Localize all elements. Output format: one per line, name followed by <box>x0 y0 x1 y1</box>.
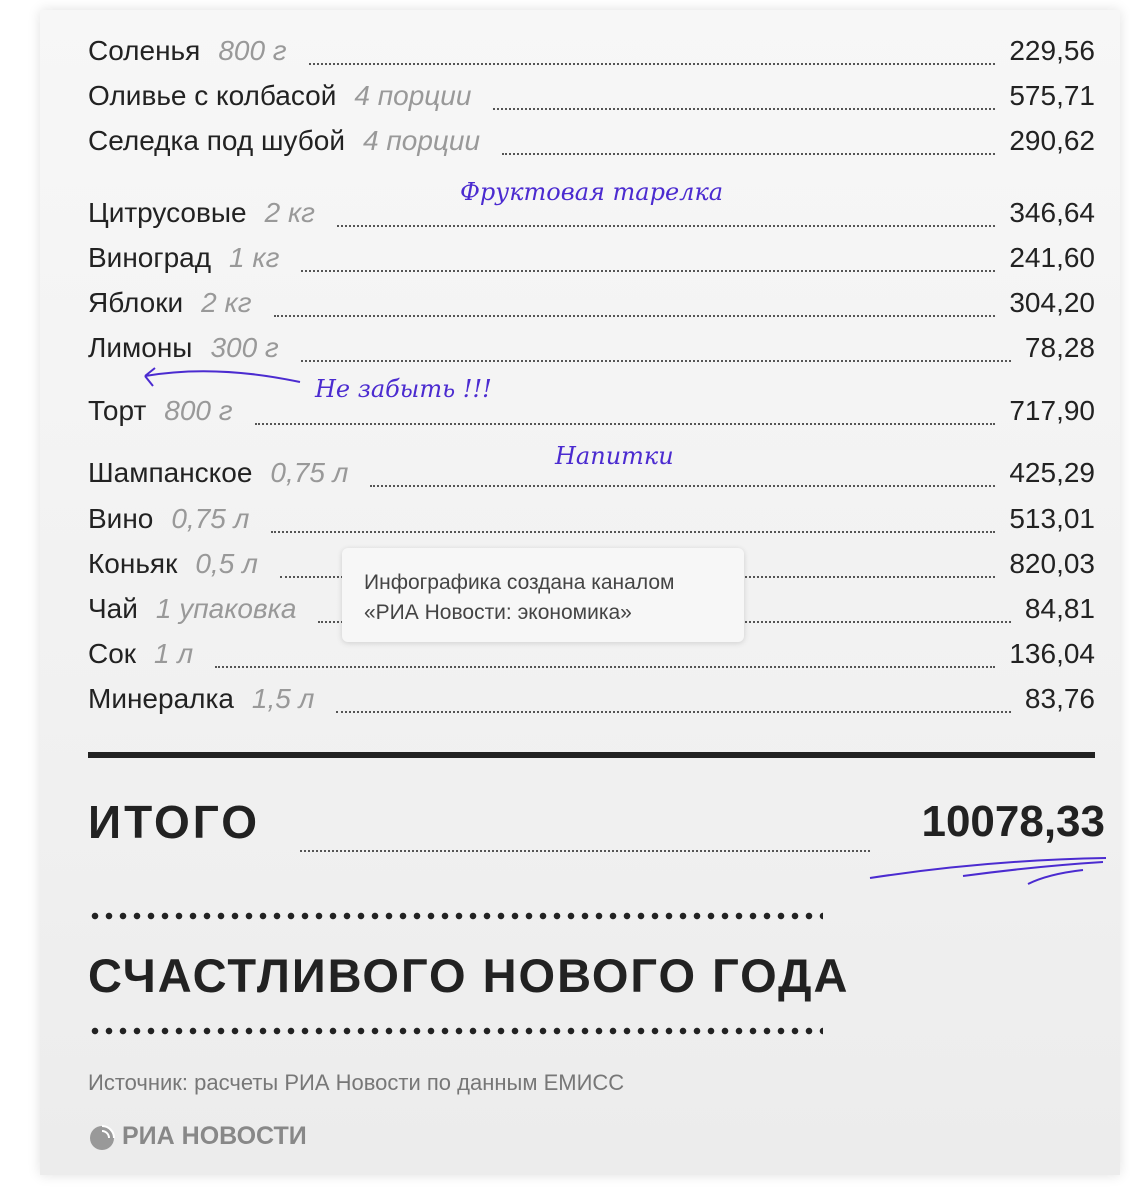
ria-logo: РИА НОВОСТИ <box>88 1122 307 1151</box>
annotation-drinks: Напитки <box>555 442 674 470</box>
item-price: 78,28 <box>1024 332 1095 363</box>
receipt-item: Вино 0,75 л 513,01 <box>88 495 1095 535</box>
item-name: Сок <box>88 638 137 669</box>
receipt-item: Шампанское 0,75 л 425,29 <box>88 449 1095 489</box>
item-qty: 1,5 л <box>251 683 315 714</box>
item-qty: 0,5 л <box>195 548 258 579</box>
item-qty: 4 порции <box>362 125 481 156</box>
item-name: Соленья <box>88 35 201 66</box>
receipt-item: Оливье с колбасой 4 порции 575,71 <box>88 72 1095 112</box>
item-name: Минералка <box>88 683 234 714</box>
item-price: 717,90 <box>1009 395 1095 426</box>
item-name: Коньяк <box>88 548 178 579</box>
dotted-leader <box>336 711 1011 713</box>
item-price: 346,64 <box>1009 197 1095 228</box>
item-name: Шампанское <box>88 457 253 488</box>
item-qty: 1 упаковка <box>155 593 297 624</box>
receipt-item: Лимоны 300 г 78,28 <box>88 324 1095 364</box>
item-name: Оливье с колбасой <box>88 80 337 111</box>
item-price: 304,20 <box>1009 287 1095 318</box>
dotted-leader <box>215 666 996 668</box>
item-price: 241,60 <box>1009 242 1095 273</box>
item-name: Цитрусовые <box>88 197 247 228</box>
dotted-leader <box>370 485 996 487</box>
dotted-leader <box>254 423 996 425</box>
receipt-item: Виноград 1 кг 241,60 <box>88 234 1095 274</box>
item-name: Селедка под шубой <box>88 125 345 156</box>
receipt-item: Яблоки 2 кг 304,20 <box>88 279 1095 319</box>
item-name: Торт <box>88 395 147 426</box>
item-qty: 300 г <box>210 332 279 363</box>
divider <box>88 752 1095 758</box>
annotation-fruit: Фруктовая тарелка <box>460 178 724 206</box>
item-price: 83,76 <box>1024 683 1095 714</box>
item-price: 84,81 <box>1024 593 1095 624</box>
item-price: 290,62 <box>1009 125 1095 156</box>
item-qty: 2 кг <box>201 287 252 318</box>
dotted-leader <box>493 108 996 110</box>
item-name: Виноград <box>88 242 212 273</box>
arrow-icon <box>144 367 301 387</box>
item-qty: 2 кг <box>264 197 315 228</box>
underline-scribble <box>869 857 1107 885</box>
credit-note: Инфографика создана каналом «РИА Новости… <box>342 548 744 642</box>
dotted-leader <box>300 360 1011 362</box>
item-price: 820,03 <box>1009 548 1095 579</box>
item-name: Вино <box>88 503 154 534</box>
item-price: 513,01 <box>1009 503 1095 534</box>
item-name: Лимоны <box>88 332 193 363</box>
ria-logo-icon <box>90 1124 115 1150</box>
item-qty: 1 л <box>154 638 194 669</box>
dotted-leader <box>336 225 996 227</box>
dotted-leader <box>502 153 996 155</box>
item-name: Чай <box>88 593 138 624</box>
item-qty: 0,75 л <box>270 457 349 488</box>
dotted-leader <box>271 531 996 533</box>
item-qty: 800 г <box>218 35 287 66</box>
item-qty: 1 кг <box>229 242 280 273</box>
receipt-item: Сок 1 л 136,04 <box>88 630 1095 670</box>
item-price: 136,04 <box>1009 638 1095 669</box>
total-label: ИТОГО <box>88 796 261 848</box>
receipt-item: Соленья 800 г 229,56 <box>88 27 1095 67</box>
receipt-item: Коньяк 0,5 л 820,03 <box>88 540 1095 580</box>
source-text: Источник: расчеты РИА Новости по данным … <box>88 1070 625 1095</box>
item-qty: 800 г <box>164 395 233 426</box>
receipt-item: Цитрусовые 2 кг 346,64 <box>88 189 1095 229</box>
item-price: 229,56 <box>1009 35 1095 66</box>
dotted-leader <box>301 270 996 272</box>
dots-divider-bottom <box>88 1027 823 1035</box>
annotation-cake: Не забыть !!! <box>315 375 492 403</box>
dotted-leader <box>273 315 996 317</box>
greeting: СЧАСТЛИВОГО НОВОГО ГОДА <box>88 949 850 1002</box>
dotted-leader <box>308 63 996 65</box>
receipt-item: Минералка 1,5 л 83,76 <box>88 675 1095 715</box>
receipt-item: Селедка под шубой 4 порции 290,62 <box>88 117 1095 157</box>
item-qty: 4 порции <box>354 80 472 111</box>
item-name: Яблоки <box>88 287 184 318</box>
item-price: 575,71 <box>1009 80 1095 111</box>
ria-logo-text: РИА НОВОСТИ <box>122 1122 307 1150</box>
dots-divider-top <box>88 912 823 920</box>
credit-line-1: Инфографика создана каналом <box>364 571 675 594</box>
total-leader <box>300 850 870 852</box>
item-qty: 0,75 л <box>171 503 250 534</box>
item-price: 425,29 <box>1009 457 1095 488</box>
total-value: 10078,33 <box>921 797 1105 846</box>
receipt-item: Торт 800 г 717,90 <box>88 387 1095 427</box>
credit-line-2: «РИА Новости: экономика» <box>364 601 632 624</box>
